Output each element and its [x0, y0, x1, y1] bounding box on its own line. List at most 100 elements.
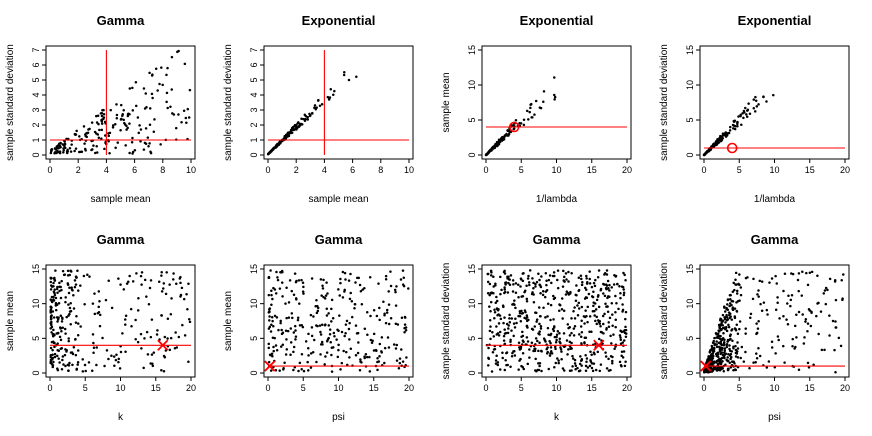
data-point [76, 360, 80, 364]
data-point [804, 320, 807, 323]
data-point [729, 315, 732, 318]
data-point [787, 294, 790, 298]
data-point [119, 103, 123, 107]
data-point [549, 341, 552, 345]
data-point [717, 341, 721, 345]
data-point [310, 277, 314, 280]
data-point [708, 149, 712, 152]
data-point [63, 327, 67, 331]
data-point [591, 295, 595, 299]
data-point [732, 369, 735, 372]
data-point [755, 105, 759, 108]
data-point [321, 343, 324, 346]
data-point [504, 358, 507, 362]
data-point [528, 348, 531, 351]
data-point [50, 148, 53, 151]
data-point [549, 333, 552, 337]
data-point [294, 297, 298, 300]
data-point [722, 332, 725, 335]
data-point [311, 112, 314, 115]
data-point [713, 342, 716, 346]
data-point [285, 316, 288, 320]
data-point [280, 281, 284, 284]
data-point [565, 339, 569, 342]
data-point [82, 125, 86, 128]
y-tick-label: 15 [249, 264, 259, 274]
data-point [573, 325, 577, 328]
data-point [733, 316, 737, 320]
data-point [552, 329, 556, 333]
data-point [59, 285, 62, 289]
data-point [53, 288, 56, 291]
data-point [578, 333, 581, 336]
data-point [523, 309, 527, 312]
data-point [115, 103, 118, 106]
data-point [590, 285, 594, 289]
data-point [566, 323, 570, 326]
y-tick-label: 5 [685, 336, 695, 341]
data-point [726, 368, 730, 371]
data-point [547, 367, 551, 371]
data-point [557, 361, 560, 365]
data-point [143, 107, 147, 110]
data-point [491, 330, 494, 334]
y-tick-label: 1 [31, 137, 41, 142]
data-point [539, 285, 543, 289]
data-point [507, 278, 511, 281]
data-point [294, 338, 297, 341]
data-point [73, 285, 77, 289]
data-point [507, 327, 510, 330]
data-point [611, 359, 614, 363]
data-point [119, 128, 122, 132]
data-point [793, 324, 797, 328]
data-point [579, 335, 583, 338]
data-point [702, 153, 706, 157]
data-point [66, 274, 70, 277]
data-point [73, 149, 76, 153]
data-point [712, 350, 715, 354]
data-point [503, 328, 506, 331]
data-point [728, 361, 732, 364]
data-point [56, 285, 59, 289]
data-point [383, 346, 387, 350]
data-point [166, 106, 169, 110]
data-point [795, 336, 798, 339]
data-point [306, 115, 309, 119]
data-point [614, 325, 617, 329]
y-tick-label: 5 [31, 77, 41, 82]
data-point [593, 284, 597, 288]
data-point [584, 309, 587, 312]
data-point [713, 336, 716, 340]
data-point [715, 359, 719, 363]
data-point [279, 270, 282, 274]
data-point [718, 136, 722, 140]
data-point [525, 297, 529, 301]
data-point [339, 277, 342, 281]
data-point [735, 350, 739, 353]
y-tick-label: 0 [685, 370, 695, 375]
data-point [302, 292, 305, 295]
data-point [754, 95, 757, 99]
data-point [732, 281, 735, 285]
data-point [816, 274, 819, 277]
data-point [169, 313, 173, 316]
data-point [531, 116, 534, 119]
data-point [79, 150, 82, 154]
data-point [532, 287, 535, 290]
data-point [91, 333, 95, 336]
data-point [752, 107, 756, 110]
data-point [384, 278, 388, 281]
data-point [130, 325, 133, 328]
data-point [521, 330, 524, 334]
data-point [563, 369, 566, 372]
data-point [404, 326, 408, 329]
data-point [301, 281, 305, 284]
data-point [521, 351, 525, 355]
data-point [754, 99, 758, 103]
chart-title: Gamma [315, 232, 363, 247]
data-point [76, 334, 80, 337]
data-point [310, 334, 314, 338]
data-point [137, 131, 141, 135]
data-point [580, 283, 584, 287]
